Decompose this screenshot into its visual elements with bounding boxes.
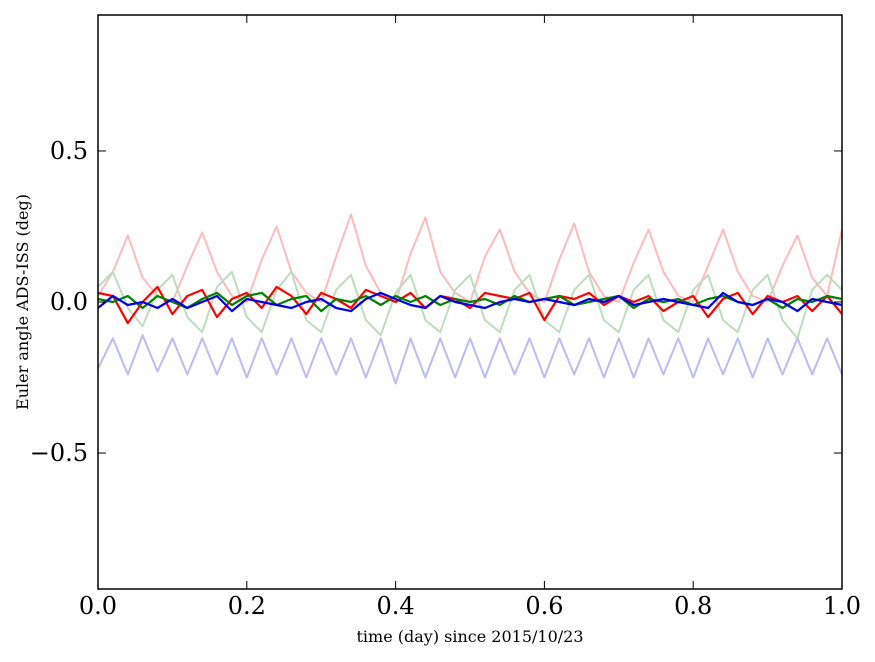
y-tick-label: −0.5 (30, 439, 88, 467)
plot-series (97, 213, 843, 385)
series-line-6 (97, 291, 843, 313)
series-line-3 (97, 334, 843, 385)
x-tick-label: 0.6 (525, 592, 563, 620)
x-axis-ticks: 0.0 0.2 0.4 0.6 0.8 1.0 (79, 15, 861, 620)
y-tick-label: 0.5 (50, 137, 88, 165)
y-tick-label: 0.0 (50, 288, 88, 316)
x-tick-label: 0.2 (228, 592, 266, 620)
x-tick-label: 0.8 (674, 592, 712, 620)
x-axis-label: time (day) since 2015/10/23 (356, 627, 583, 646)
series-line-4 (97, 285, 843, 325)
x-tick-label: 1.0 (823, 592, 861, 620)
y-axis-ticks: −0.5 0.0 0.5 (30, 137, 842, 467)
x-tick-label: 0.0 (79, 592, 117, 620)
y-axis-label: Euler angle ADS-ISS (deg) (13, 194, 32, 410)
x-tick-label: 0.4 (377, 592, 415, 620)
